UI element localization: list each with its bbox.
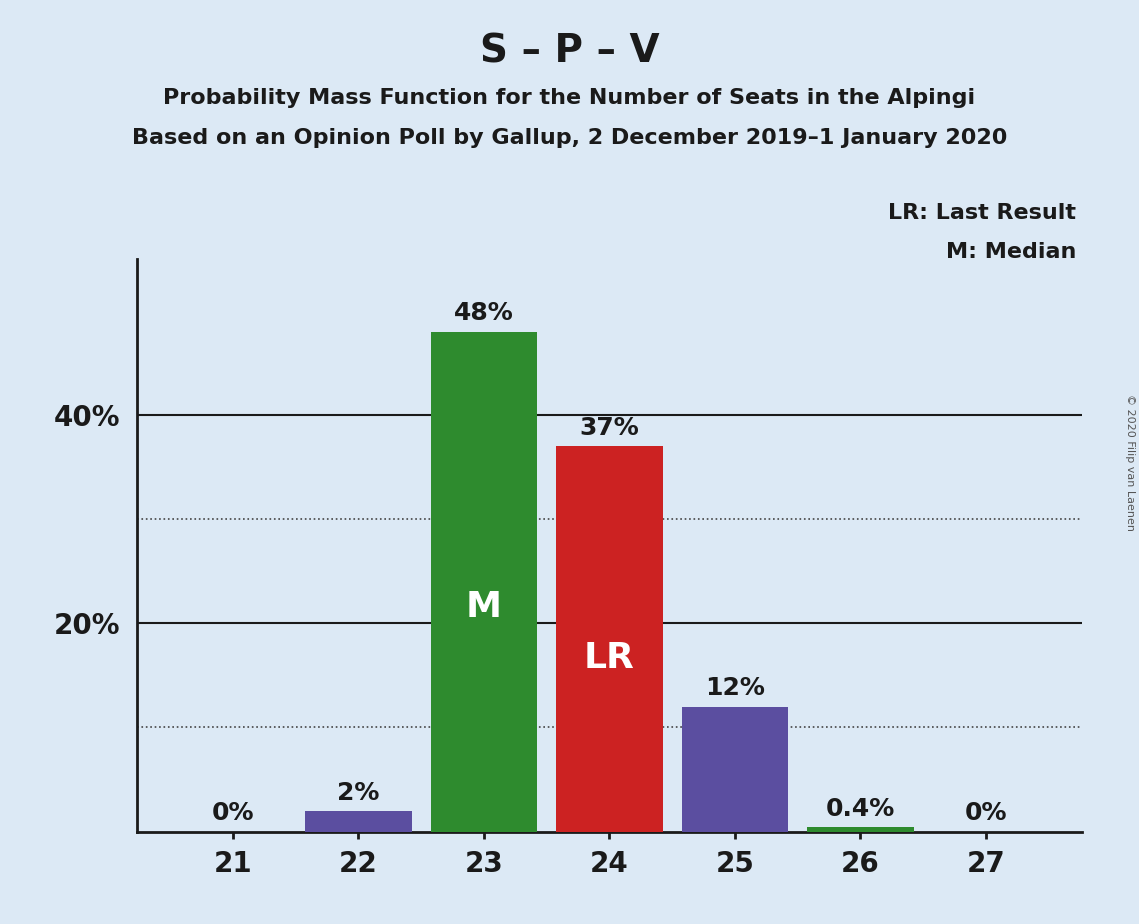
Text: LR: Last Result: LR: Last Result [888, 203, 1076, 224]
Text: 2%: 2% [337, 781, 379, 805]
Text: LR: LR [584, 641, 634, 675]
Bar [806, 827, 913, 832]
Text: M: Median: M: Median [947, 242, 1076, 262]
Text: 0%: 0% [212, 801, 254, 825]
Text: 37%: 37% [580, 416, 639, 440]
Bar [681, 707, 788, 832]
Text: © 2020 Filip van Laenen: © 2020 Filip van Laenen [1125, 394, 1134, 530]
Text: Probability Mass Function for the Number of Seats in the Alpingi: Probability Mass Function for the Number… [163, 88, 976, 108]
Text: 0.4%: 0.4% [826, 797, 895, 821]
Text: 48%: 48% [454, 301, 514, 325]
Text: 0%: 0% [965, 801, 1007, 825]
Text: Based on an Opinion Poll by Gallup, 2 December 2019–1 January 2020: Based on an Opinion Poll by Gallup, 2 De… [132, 128, 1007, 148]
Bar [305, 810, 412, 832]
Text: S – P – V: S – P – V [480, 32, 659, 70]
Bar [431, 332, 538, 832]
Text: 12%: 12% [705, 676, 764, 700]
Bar [556, 446, 663, 832]
Text: M: M [466, 590, 502, 624]
